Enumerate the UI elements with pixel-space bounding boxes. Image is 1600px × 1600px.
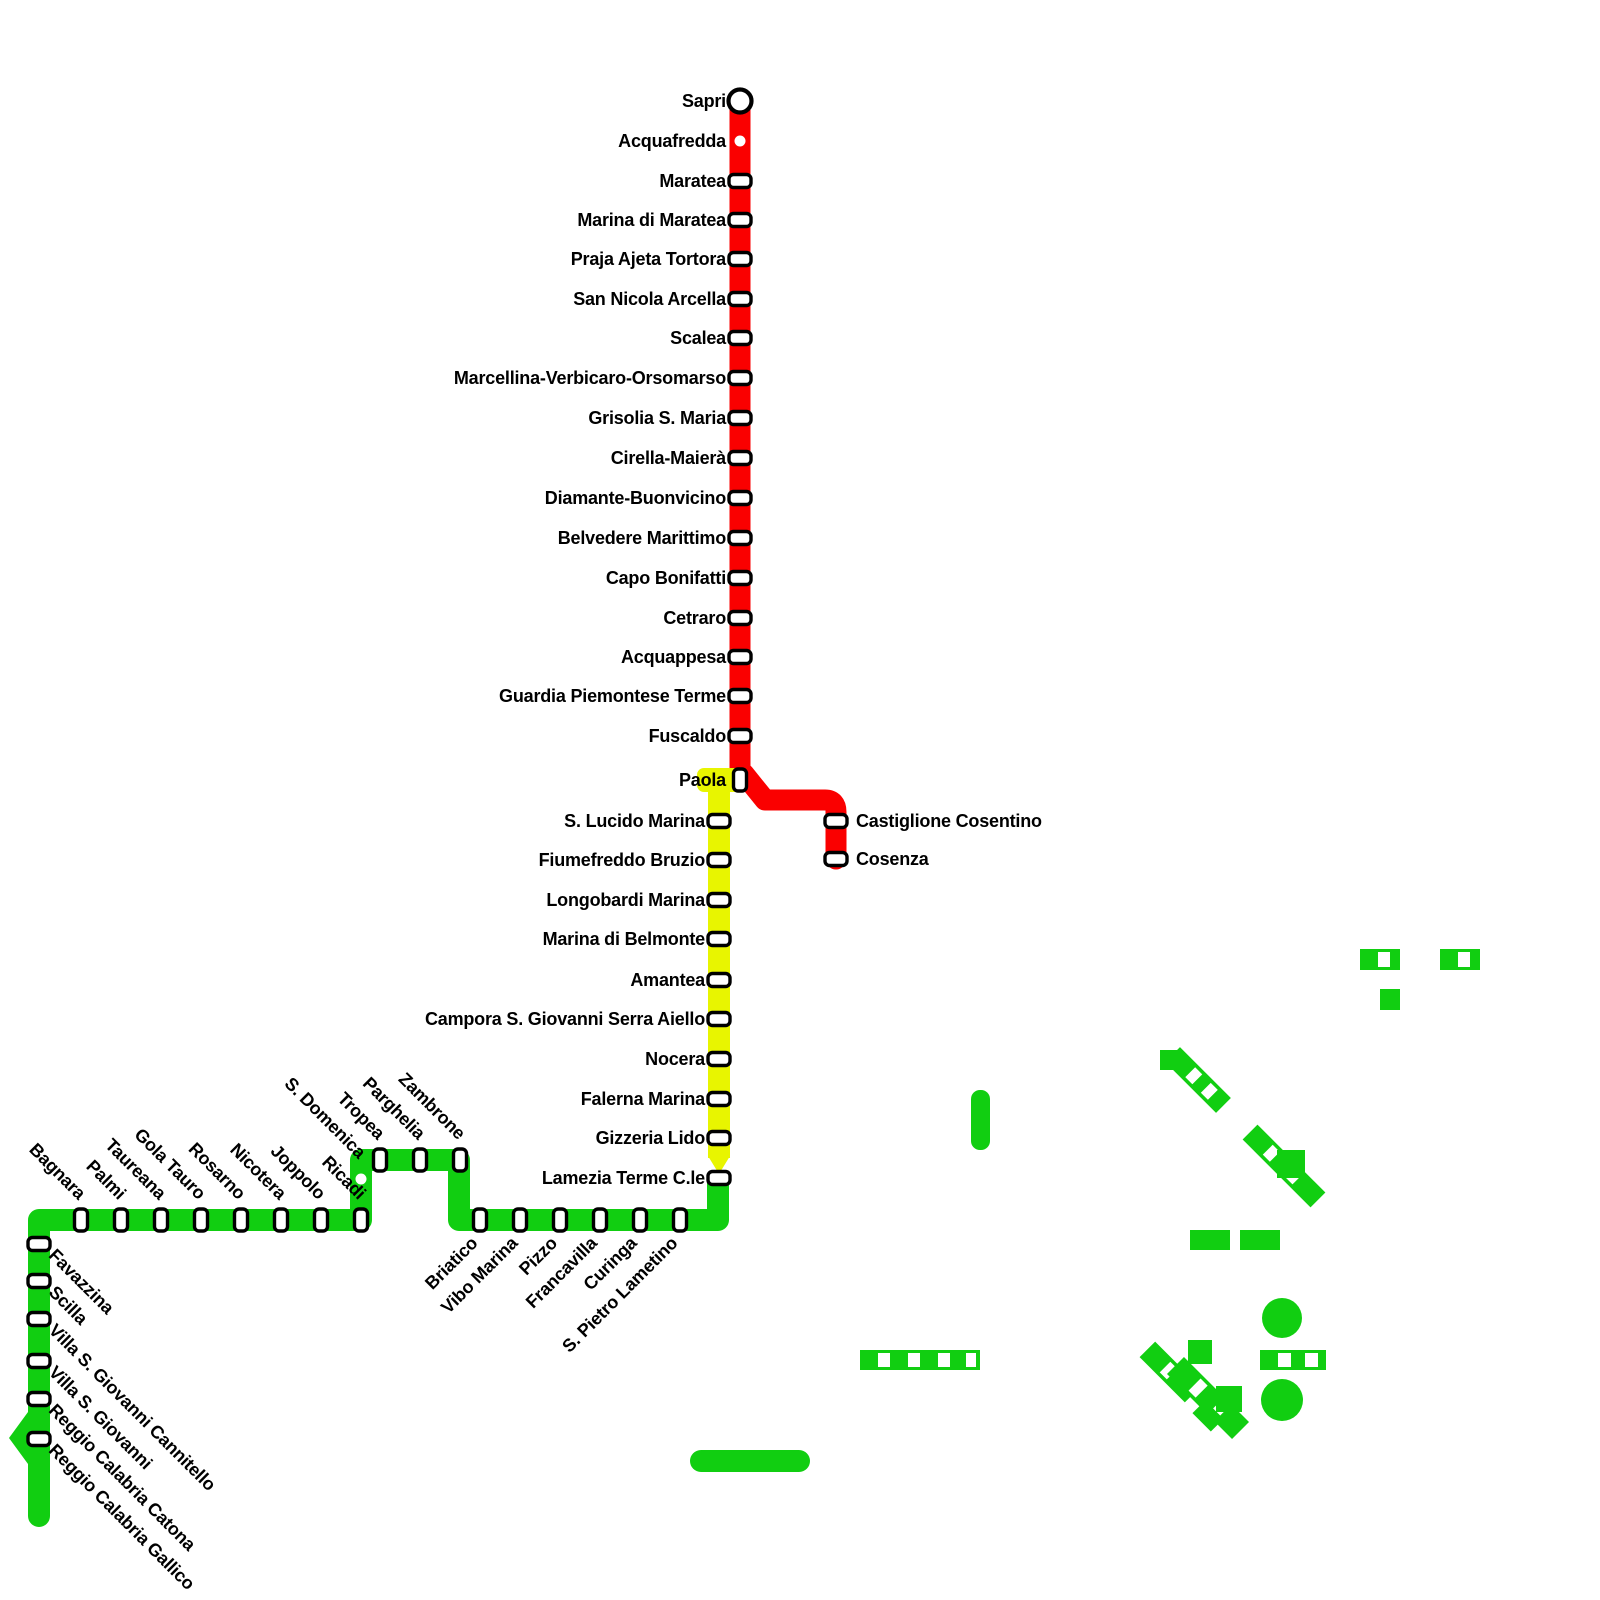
map-fragment-gap — [908, 1353, 920, 1367]
yellow-line-taper — [708, 1156, 730, 1174]
station-marker-reggio-calabria-catona — [26, 1390, 52, 1408]
station-marker-tropea — [371, 1147, 389, 1173]
station-marker-bagnara — [72, 1207, 90, 1233]
station-marker-capo-bonifatti — [727, 569, 753, 587]
station-marker-ricadi — [352, 1207, 370, 1233]
station-markers — [26, 87, 849, 1448]
station-marker-grisolia-s-maria — [727, 409, 753, 427]
station-marker-falerna-marina — [706, 1090, 732, 1108]
station-marker-palmi — [112, 1207, 130, 1233]
station-marker-rosarno — [232, 1207, 250, 1233]
map-fragment-rect — [971, 1090, 990, 1150]
map-fragment-rect — [1277, 1150, 1305, 1178]
station-marker-acquafredda — [734, 135, 746, 147]
station-marker-nicotera — [272, 1207, 290, 1233]
map-fragment-gap — [878, 1353, 890, 1367]
station-marker-favazzina — [26, 1235, 52, 1253]
station-marker-san-nicola-arcella — [727, 290, 753, 308]
map-fragment-rect — [1190, 1230, 1230, 1250]
station-marker-pizzo — [551, 1207, 569, 1233]
station-marker-praja-ajeta-tortora — [727, 250, 753, 268]
station-marker-marina-di-maratea — [727, 211, 753, 229]
red-line-cosenza-branch — [733, 763, 847, 870]
station-marker-briatico — [471, 1207, 489, 1233]
map-fragment-gap — [966, 1353, 976, 1367]
station-marker-villa-s-giovanni — [26, 1352, 52, 1370]
station-marker-maratea — [727, 172, 753, 190]
station-marker-gizzeria-lido — [706, 1129, 732, 1147]
map-fragment-rect — [1216, 1386, 1242, 1412]
station-marker-zambrone — [451, 1147, 469, 1173]
green-line-continuation-arrow — [9, 1412, 28, 1464]
station-marker-scilla — [26, 1272, 52, 1290]
station-marker-amantea — [706, 971, 732, 989]
station-marker-reggio-calabria-gallico — [26, 1430, 52, 1448]
map-fragment-gap — [1278, 1353, 1291, 1367]
map-fragment-gap — [1305, 1353, 1318, 1367]
station-marker-lamezia-terme-c-le — [706, 1169, 732, 1187]
station-marker-villa-s-giovanni-cannitello — [26, 1310, 52, 1328]
station-marker-joppolo — [312, 1207, 330, 1233]
station-marker-fiumefreddo-bruzio — [706, 851, 732, 869]
station-marker-curinga — [631, 1207, 649, 1233]
station-marker-castiglione-cosentino — [823, 812, 849, 830]
station-marker-guardia-piemontese-terme — [727, 687, 753, 705]
station-marker-parghelia — [411, 1147, 429, 1173]
station-marker-marcellina-verbicaro-orsomarso — [727, 369, 753, 387]
station-marker-fuscaldo — [727, 727, 753, 745]
station-marker-campora-s-giovanni-serra-aiello — [706, 1010, 732, 1028]
map-fragment-gap — [1378, 952, 1390, 967]
station-marker-scalea — [727, 329, 753, 347]
map-fragment-diagonal — [1165, 1047, 1231, 1113]
station-marker-francavilla — [591, 1207, 609, 1233]
station-marker-sapri — [726, 87, 754, 115]
station-marker-paola — [731, 767, 749, 793]
station-marker-s-pietro-lametino — [671, 1207, 689, 1233]
station-marker-taureana — [152, 1207, 170, 1233]
station-marker-cosenza — [823, 850, 849, 868]
station-marker-s-domenica — [355, 1173, 367, 1185]
map-fragment-rect — [1380, 989, 1400, 1010]
map-fragment-gap — [1458, 952, 1470, 967]
map-fragment-rect — [1188, 1340, 1212, 1364]
station-marker-s-lucido-marina — [706, 812, 732, 830]
map-fragment-circle — [1262, 1298, 1302, 1338]
station-marker-belvedere-marittimo — [727, 529, 753, 547]
station-marker-diamante-buonvicino — [727, 489, 753, 507]
map-fragment-rect — [690, 1450, 810, 1472]
station-marker-cetraro — [727, 609, 753, 627]
map-fragment-diagonal — [1192, 1400, 1224, 1432]
station-marker-gola-tauro — [192, 1207, 210, 1233]
map-fragment-gap — [938, 1353, 950, 1367]
map-fragment-circle — [1261, 1379, 1303, 1421]
station-marker-vibo-marina — [511, 1207, 529, 1233]
station-marker-marina-di-belmonte — [706, 930, 732, 948]
map-fragment-rect — [1240, 1230, 1280, 1250]
map-fragments — [690, 949, 1480, 1472]
station-marker-longobardi-marina — [706, 891, 732, 909]
green-line-main — [28, 1149, 729, 1527]
station-marker-acquappesa — [727, 648, 753, 666]
station-marker-cirella-maier — [727, 449, 753, 467]
station-marker-nocera — [706, 1050, 732, 1068]
